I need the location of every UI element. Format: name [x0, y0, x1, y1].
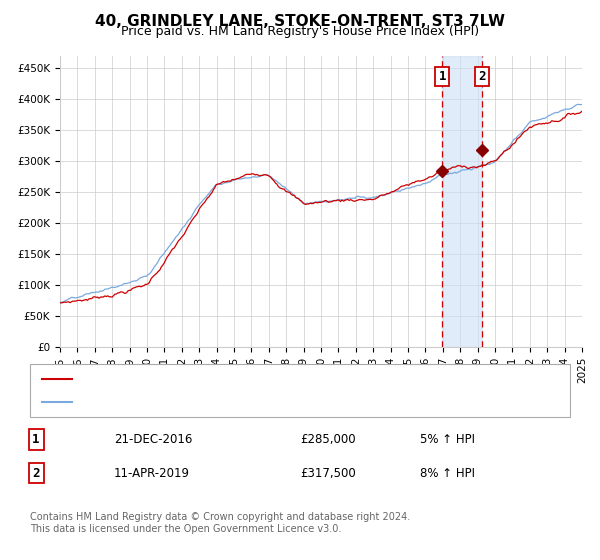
Text: 11-APR-2019: 11-APR-2019 — [114, 466, 190, 480]
Text: 2: 2 — [479, 70, 486, 83]
Text: 40, GRINDLEY LANE, STOKE-ON-TRENT, ST3 7LW (detached house): 40, GRINDLEY LANE, STOKE-ON-TRENT, ST3 7… — [78, 374, 450, 384]
Text: Contains HM Land Registry data © Crown copyright and database right 2024.
This d: Contains HM Land Registry data © Crown c… — [30, 512, 410, 534]
Text: 1: 1 — [32, 433, 40, 446]
Bar — [442, 56, 482, 347]
Text: 21-DEC-2016: 21-DEC-2016 — [114, 433, 193, 446]
Text: 8% ↑ HPI: 8% ↑ HPI — [420, 466, 475, 480]
Text: Price paid vs. HM Land Registry's House Price Index (HPI): Price paid vs. HM Land Registry's House … — [121, 25, 479, 38]
Text: £285,000: £285,000 — [300, 433, 356, 446]
Text: 5% ↑ HPI: 5% ↑ HPI — [420, 433, 475, 446]
Text: 40, GRINDLEY LANE, STOKE-ON-TRENT, ST3 7LW: 40, GRINDLEY LANE, STOKE-ON-TRENT, ST3 7… — [95, 14, 505, 29]
Text: £317,500: £317,500 — [300, 466, 356, 480]
Text: HPI: Average price, detached house, Stafford: HPI: Average price, detached house, Staf… — [78, 397, 329, 407]
Text: 1: 1 — [439, 70, 446, 83]
Text: 2: 2 — [32, 466, 40, 480]
